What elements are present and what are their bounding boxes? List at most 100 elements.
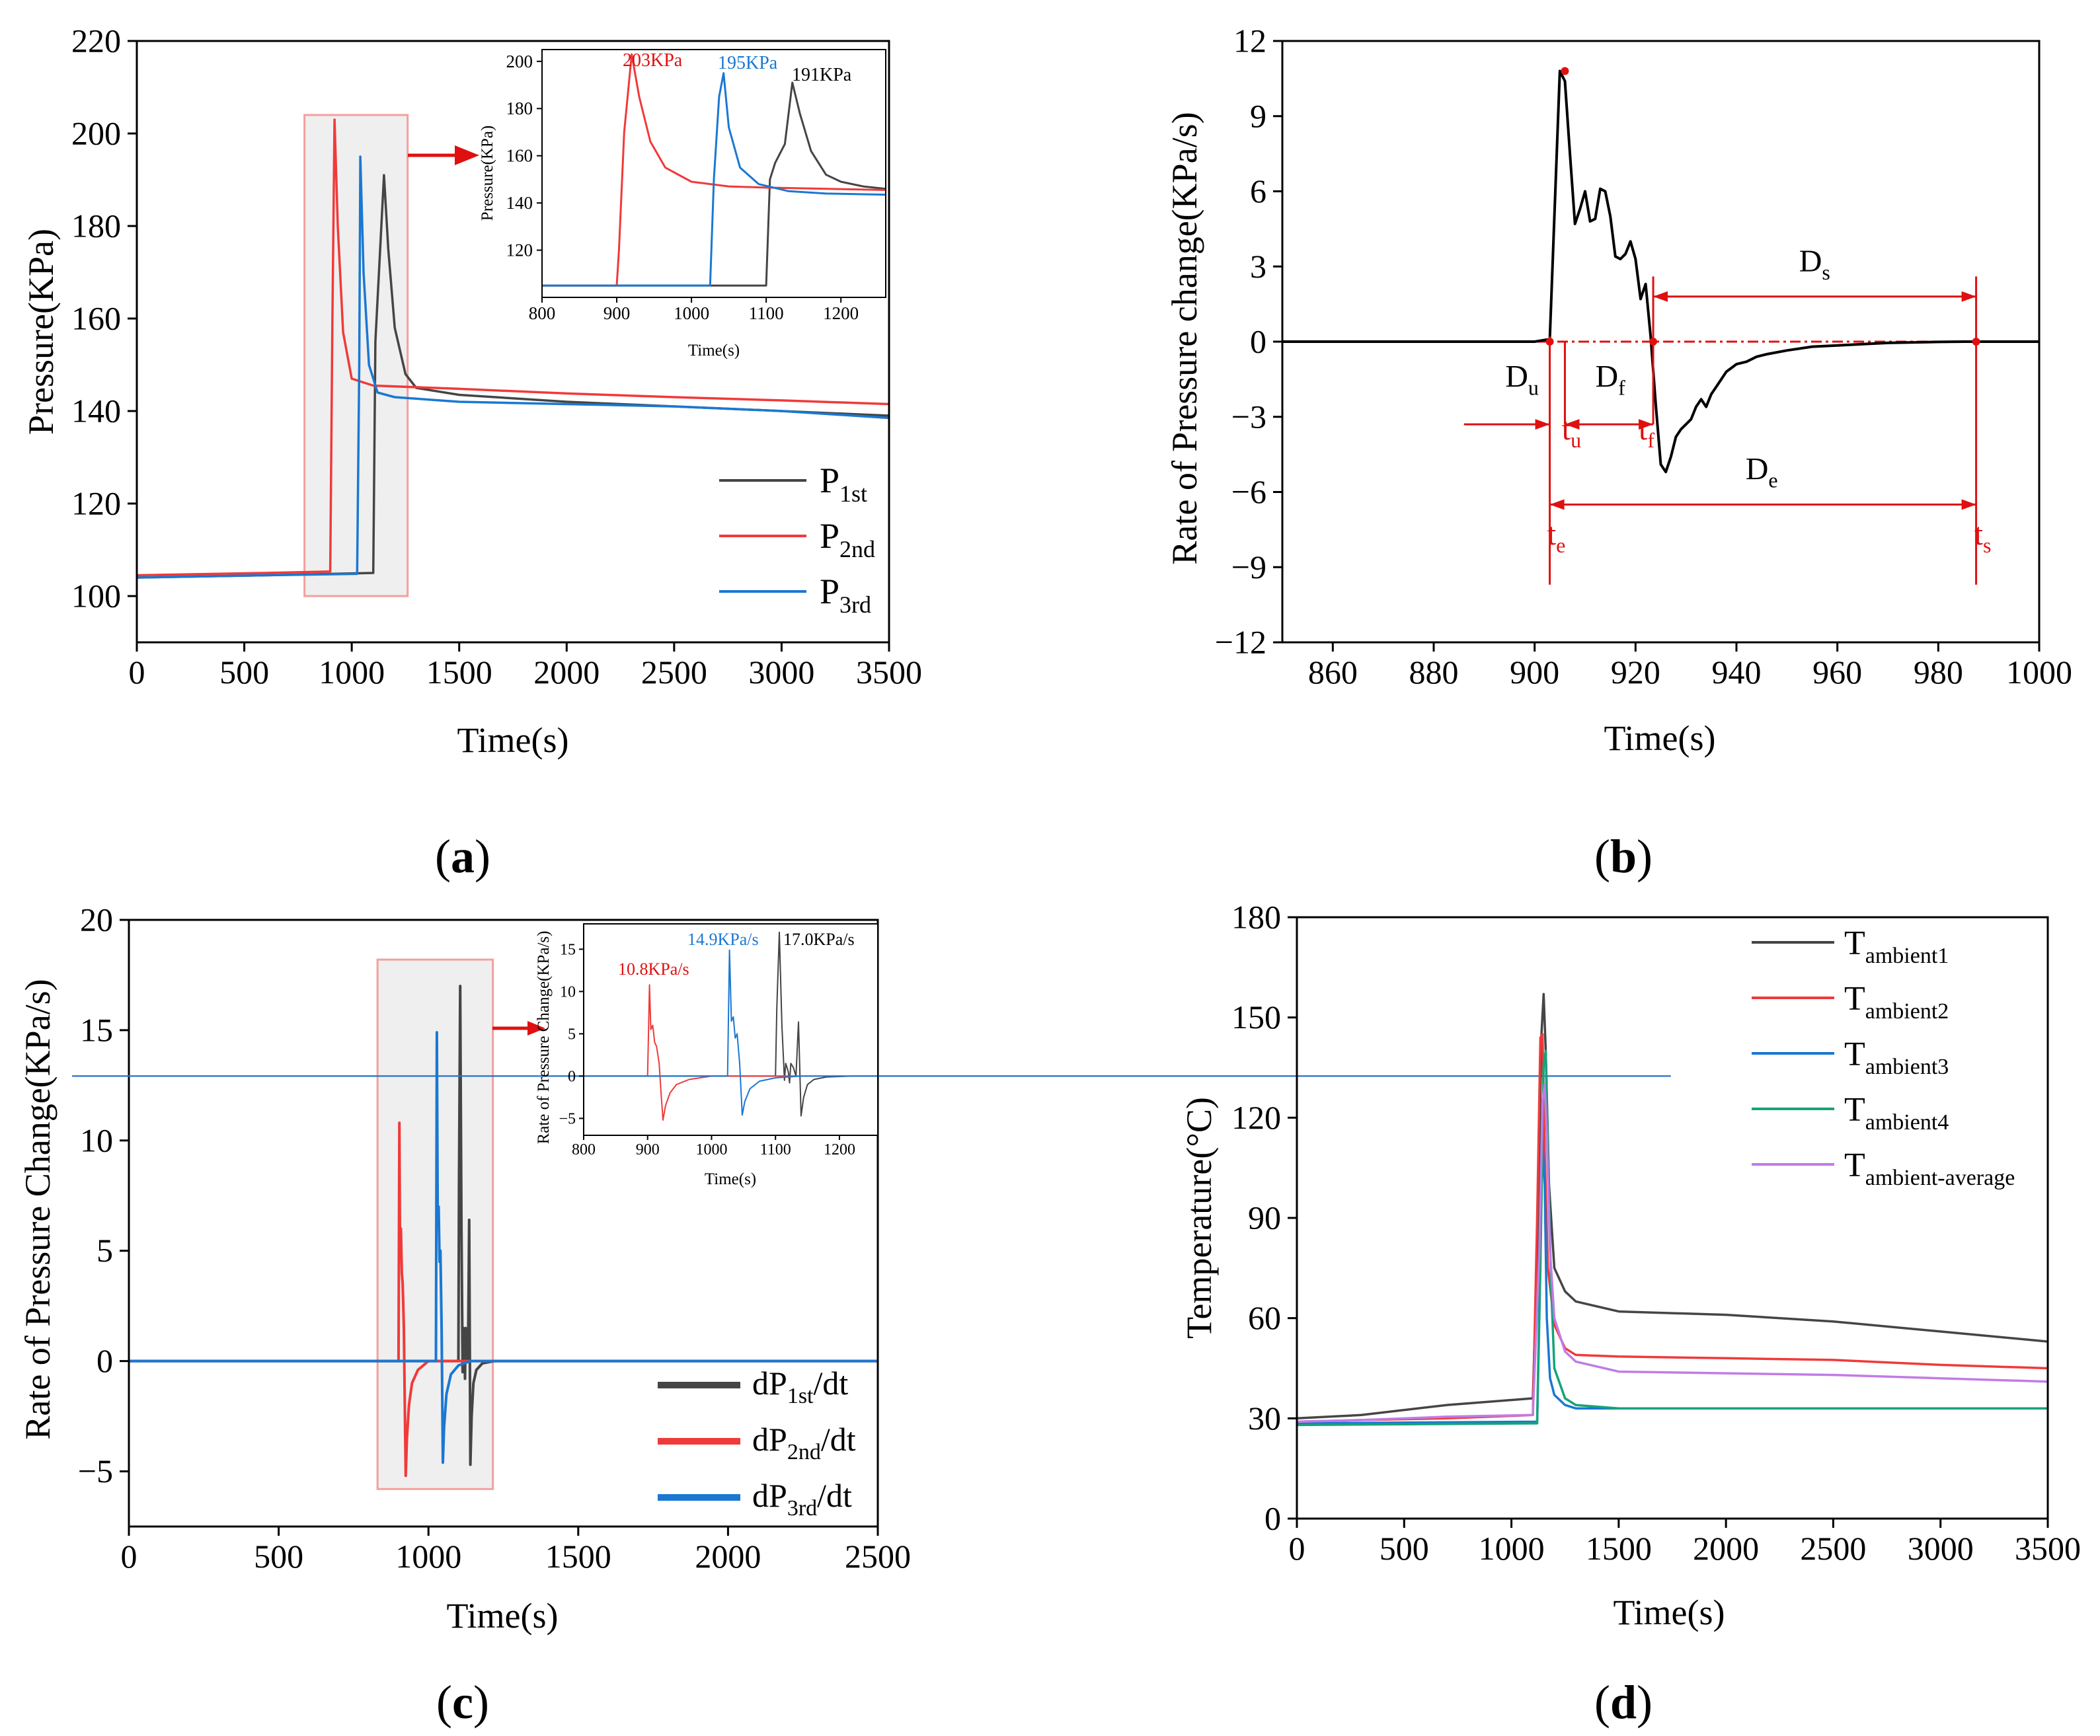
- panel-a-line-p2nd: [136, 118, 890, 577]
- span-label-ds: Ds: [1799, 244, 1830, 284]
- panel-a-legend: P1st P2nd P3rd: [719, 461, 875, 618]
- panel-c-zoom-arrow-head: [527, 1021, 545, 1036]
- panel-b-axis-y-tick-label: 9: [1250, 97, 1266, 134]
- panel-c-inset-axis-x-tick-label: 1200: [824, 1141, 855, 1158]
- span-label-de: De: [1746, 452, 1778, 492]
- panel-a-inset-ylabel: Pressure(KPa): [479, 126, 496, 221]
- panel-b-axis-x-tick-label: 960: [1812, 654, 1862, 691]
- panel-a-inset-axis-x-tick-label: 900: [603, 303, 631, 323]
- legend-entry-p1st: P1st: [820, 461, 867, 507]
- panel-b-xlabel: Time(s): [1604, 718, 1715, 758]
- marker-label-te: te: [1547, 517, 1566, 557]
- panel-b-arrow-head: [1961, 291, 1976, 302]
- panel-d-axis-y-tick-label: 60: [1248, 1299, 1281, 1336]
- panel-c-inset-ylabel: Rate of Pressure Change(KPa/s): [535, 931, 553, 1145]
- panel-c-axis-y-tick-label: 5: [97, 1232, 113, 1269]
- panel-d-ylabel: Temperature(°C): [1179, 1097, 1219, 1339]
- panel-a-axis-y-tick-label: 200: [71, 115, 121, 152]
- panel-a-axis-frame: [136, 40, 890, 644]
- panel-b-marker-dot: [1545, 338, 1554, 346]
- panel-a-inset-axis-y-tick-label: 140: [506, 193, 533, 213]
- panel-a-axis-x-tick-label: 1500: [426, 654, 492, 691]
- inset-peak-label-191: 191KPa: [792, 65, 852, 85]
- panel-c-inset: 800 900 1000 1100 1200 −5 0 5 10 15 Time(s) Rate …: [72, 923, 1671, 1188]
- panel-d-line-tambient-average: [1296, 1083, 2048, 1423]
- panel-c-axis-frame: [128, 919, 879, 1528]
- panel-c-ylabel: Rate of Pressure Change(KPa/s): [18, 979, 58, 1439]
- marker-label-ts: ts: [1974, 517, 1992, 557]
- panel-a-inset: 800 900 1000 1100 1200 120 140 160 180 200 Time(s…: [479, 49, 886, 359]
- panel-b-arrow-head: [1535, 419, 1550, 430]
- legend-entry-t1: Tambient1: [1844, 925, 1949, 968]
- panel-d-axis-x-tick-label: 3500: [2015, 1530, 2081, 1567]
- panel-c-axis-y-tick-label: 10: [80, 1121, 113, 1158]
- panel-b-marker-dot: [1972, 338, 1980, 346]
- panel-a-inset-axis-y-tick-label: 160: [506, 146, 533, 166]
- panel-a-line-p3rd: [136, 155, 890, 579]
- panel-a-inset-axis-x-tick-label: 1100: [749, 303, 784, 323]
- panel-a-ylabel: Pressure(KPa): [21, 229, 61, 435]
- panel-b-axis-y-tick-label: −3: [1231, 398, 1266, 435]
- panel-b-arrow-head: [1961, 499, 1976, 510]
- panel-c-inset-axis-y-tick-label: 5: [568, 1026, 576, 1043]
- panel-d-axis-x-tick-label: 2000: [1693, 1530, 1759, 1567]
- panel-c-inset-axis-y-tick-label: 0: [568, 1068, 576, 1085]
- panel-b-label: (b): [1594, 830, 1653, 883]
- legend-entry-dp2nd: dP2nd/dt: [752, 1421, 856, 1464]
- panel-c-axis-y-tick-label: 20: [80, 901, 113, 938]
- panel-d-axis-y-tick-label: 180: [1231, 899, 1281, 936]
- legend-entry-dp3rd: dP3rd/dt: [752, 1477, 852, 1521]
- panel-a-axis-x-tick-label: 3500: [856, 654, 922, 691]
- panel-d-axis-x-tick-label: 3000: [1908, 1530, 1974, 1567]
- panel-d-axis-x-tick-label: 2500: [1800, 1530, 1866, 1567]
- panel-c-line-dp1st-dt: [129, 985, 878, 1466]
- legend-entry-p3rd: P3rd: [820, 572, 871, 618]
- panel-c-line-dp3rd-dt: [129, 1031, 878, 1464]
- span-label-du: Du: [1505, 359, 1539, 399]
- panel-d-axis-y-tick-label: 90: [1248, 1199, 1281, 1236]
- panel-a-axis-y-tick-label: 140: [71, 393, 121, 430]
- panel-a-axis-y-tick-label: 180: [71, 208, 121, 245]
- panel-c-inset-axis-frame: [583, 923, 878, 1136]
- panel-b-axis-y-tick-label: 0: [1250, 323, 1266, 360]
- panel-d-axis-y-tick-label: 0: [1264, 1500, 1281, 1537]
- panel-b-axis-x-tick-label: 900: [1510, 654, 1559, 691]
- panel-a-axis-y-tick-label: 100: [71, 578, 121, 615]
- panel-a-inset-axis-x-tick-label: 800: [529, 303, 556, 323]
- panel-c-legend: dP1st/dt dP2nd/dt dP3rd/dt: [658, 1365, 856, 1521]
- panel-a-inset-axis-frame: [541, 49, 886, 298]
- panel-a-axis-x-tick-label: 2500: [641, 654, 707, 691]
- panel-a-axis-x-tick-label: 0: [129, 654, 145, 691]
- panel-a-inset-axis-x-tick-label: 1000: [674, 303, 709, 323]
- panel-d-line-tambient4: [1296, 1049, 2048, 1427]
- panel-c-axis-x-tick-label: 2000: [695, 1538, 761, 1575]
- panel-c-axis-x-tick-label: 2500: [845, 1538, 911, 1575]
- panel-b-axis-y-tick-label: −12: [1215, 624, 1266, 661]
- panel-b-arrow-head: [1565, 419, 1580, 430]
- panel-b-axis-x-tick-label: 980: [1914, 654, 1963, 691]
- panel-d-axis-y-tick-label: 150: [1231, 999, 1281, 1036]
- panel-b-axis-y-tick-label: 3: [1250, 248, 1266, 285]
- panel-b-axis-x-tick-label: 940: [1712, 654, 1762, 691]
- panel-a-inset-axes: 800 900 1000 1100 1200 120 140 160 180 200: [506, 49, 886, 323]
- panel-b-axis-y-tick-label: 12: [1233, 22, 1266, 59]
- panel-c-axis-y-tick-label: −5: [78, 1453, 113, 1490]
- span-label-df: Df: [1596, 359, 1626, 399]
- panel-b-series: [1282, 69, 2039, 474]
- legend-entry-t3: Tambient3: [1844, 1036, 1949, 1079]
- panel-a-inset-line-p1st: [542, 81, 886, 287]
- panel-c-inset-line-dp3rd-dt: [72, 949, 1671, 1116]
- panel-d-line-tambient2: [1296, 1033, 2048, 1423]
- panel-a: 0 500 1000 1500 2000 2500 3000 3500 100 120 140 160…: [21, 22, 922, 884]
- panel-d: 0 500 1000 1500 2000 2500 3000 3500 0 30 60 90 120 15…: [1179, 899, 2081, 1729]
- legend-entry-t4: Tambient4: [1844, 1091, 1949, 1135]
- panel-a-axis-x-tick-label: 1000: [319, 654, 385, 691]
- panel-c-inset-line-dp1st-dt: [72, 931, 1671, 1117]
- panel-c-inset-axis-x-tick-label: 1000: [695, 1141, 727, 1158]
- panel-c-axis-x-tick-label: 1000: [395, 1538, 461, 1575]
- panel-a-inset-series: [542, 53, 886, 287]
- panel-a-axis-x-tick-label: 500: [219, 654, 269, 691]
- panel-a-label: (a): [435, 830, 490, 883]
